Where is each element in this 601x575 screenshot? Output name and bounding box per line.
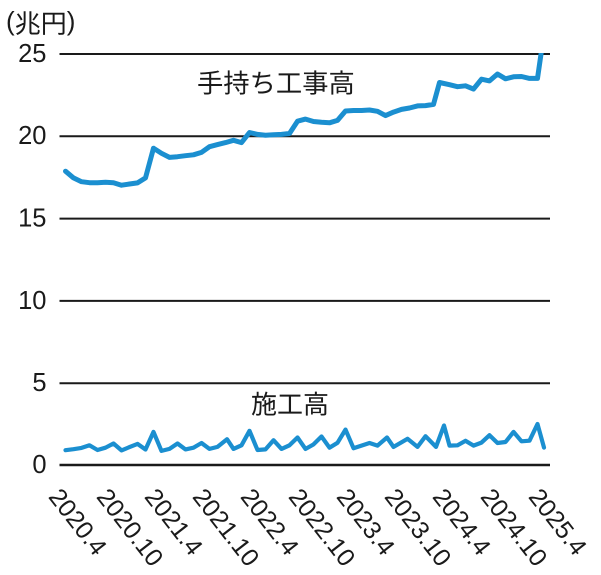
svg-text:5: 5 [32, 369, 46, 397]
svg-text:10: 10 [18, 287, 46, 315]
svg-text:0: 0 [32, 451, 46, 479]
svg-text:15: 15 [18, 205, 46, 233]
svg-text:25: 25 [18, 40, 46, 68]
svg-text:20: 20 [18, 122, 46, 150]
